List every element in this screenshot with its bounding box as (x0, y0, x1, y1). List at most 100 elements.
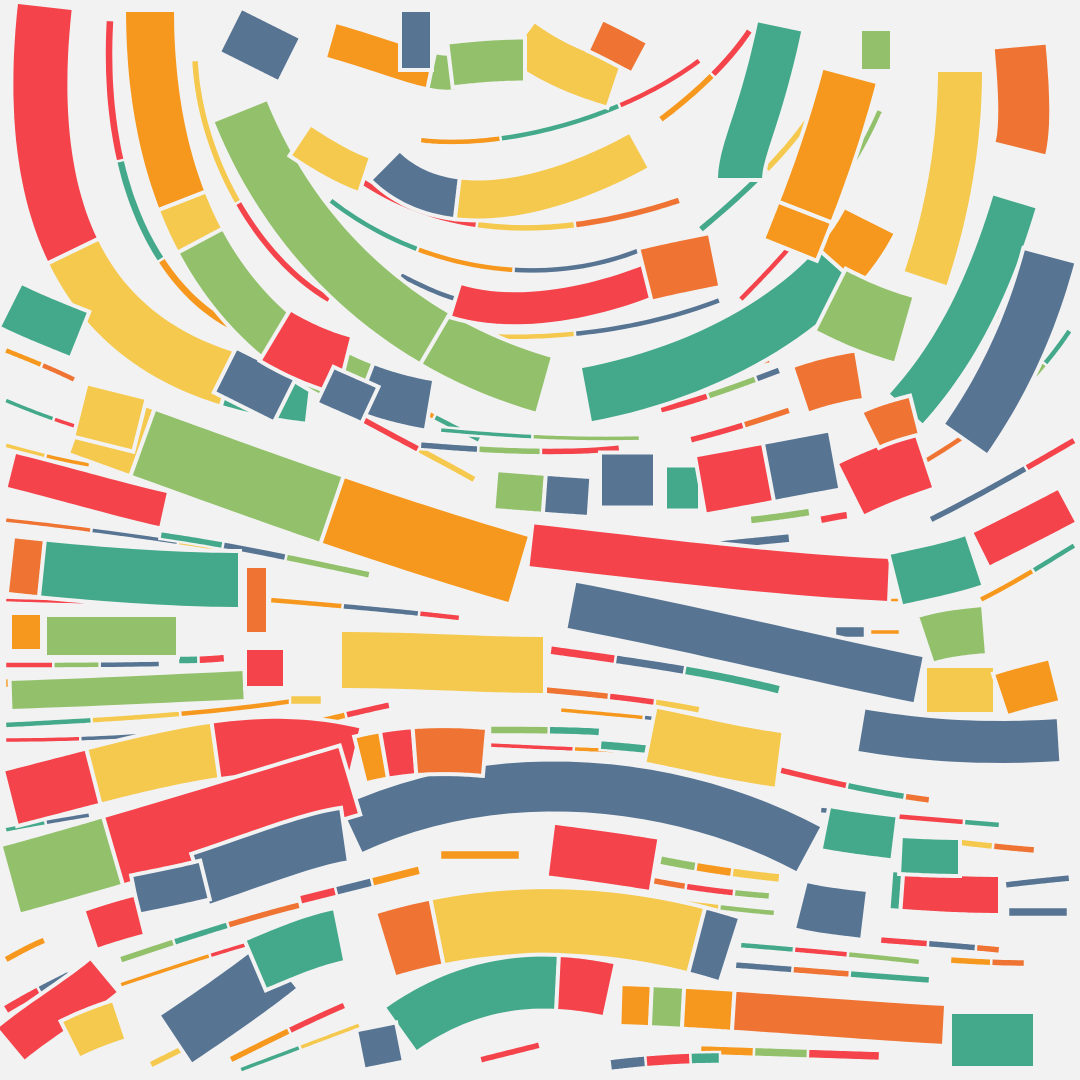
thin-stripe-63 (748, 506, 813, 526)
thin-stripe-67-segment-1 (868, 627, 902, 637)
color-band-32-segment-3 (685, 905, 743, 985)
color-band-51-segment-1 (914, 602, 990, 667)
thin-stripe-65-segment-1 (817, 509, 851, 526)
color-band-37 (241, 905, 348, 993)
thin-stripe-52 (438, 848, 522, 862)
color-band-30 (188, 805, 352, 909)
color-band-72-segment-1 (8, 611, 44, 653)
color-band-65-segment-1 (216, 4, 304, 86)
color-band-34 (617, 982, 949, 1049)
thin-stripe-26 (543, 684, 703, 716)
color-band-58-segment-1 (635, 230, 723, 305)
thin-stripe-41 (733, 959, 932, 986)
thin-stripe-25-segment-3 (682, 663, 783, 697)
color-band-45 (897, 833, 962, 878)
color-band-28-segment-2 (377, 725, 419, 781)
thin-stripe-63-segment-1 (748, 506, 813, 526)
thin-stripe-6-segment-3 (616, 55, 704, 111)
thin-stripe-49 (117, 899, 303, 966)
thin-stripe-47 (237, 1020, 363, 1075)
thin-stripe-43-segment-3 (806, 1047, 882, 1063)
color-band-59-segment-1 (491, 468, 548, 516)
thin-stripe-44-segment-2 (643, 1051, 693, 1069)
thin-stripe-44 (607, 1050, 722, 1073)
color-band-27-segment-1 (335, 757, 826, 877)
color-band-46-segment-1 (598, 450, 657, 510)
color-band-20-segment-1 (2, 449, 172, 531)
color-band-60-segment-1 (0, 279, 92, 361)
color-band-29 (0, 743, 363, 918)
thin-stripe-59-segment-2 (531, 432, 642, 443)
thin-stripe-21 (3, 695, 302, 730)
thin-stripe-58 (418, 439, 622, 457)
color-band-70 (243, 564, 270, 636)
color-band-10 (884, 190, 1041, 429)
thin-stripe-56-segment-2 (415, 444, 479, 486)
thin-stripe-47-segment-2 (297, 1020, 363, 1052)
thin-stripe-5-segment-3 (573, 194, 683, 230)
thin-stripe-44-segment-3 (689, 1050, 722, 1066)
thin-stripe-60 (657, 364, 784, 416)
color-band-33-segment-2 (554, 952, 619, 1020)
color-band-67 (445, 35, 527, 90)
color-band-18 (562, 578, 928, 707)
color-band-39-segment-1 (57, 997, 130, 1062)
color-band-14-segment-1 (286, 121, 374, 196)
color-band-52 (923, 664, 997, 716)
color-band-48 (692, 428, 843, 517)
thin-stripe-40-segment-3 (846, 949, 922, 967)
color-band-3 (209, 96, 556, 417)
thin-stripe-38 (1006, 905, 1070, 919)
color-band-31 (544, 820, 662, 895)
color-band-54-segment-1 (968, 484, 1080, 571)
thin-stripe-59 (438, 425, 642, 443)
color-band-27 (335, 757, 826, 877)
color-band-69 (858, 27, 894, 73)
thin-stripe-56 (351, 409, 479, 486)
thin-stripe-13-segment-2 (1022, 434, 1079, 474)
color-band-53 (990, 655, 1063, 719)
color-band-68 (584, 16, 651, 77)
thin-stripe-75 (176, 652, 227, 666)
thin-stripe-37-segment-1 (1003, 872, 1072, 891)
color-band-34-segment-1 (617, 982, 654, 1030)
color-band-33 (380, 952, 619, 1056)
color-band-65 (216, 4, 304, 86)
color-band-66 (398, 8, 434, 72)
color-band-57 (811, 266, 918, 367)
thin-stripe-41-segment-3 (848, 968, 932, 986)
color-band-58 (635, 230, 723, 305)
color-band-19-segment-2 (36, 537, 242, 611)
color-band-50 (885, 531, 987, 610)
thin-stripe-32-segment-3 (962, 817, 1002, 830)
thin-stripe-19-segment-2 (52, 660, 101, 670)
color-band-48-segment-2 (760, 428, 843, 505)
color-band-9-segment-1 (899, 68, 987, 291)
thin-stripe-46-segment-2 (285, 999, 349, 1036)
thin-stripe-42-segment-1 (948, 954, 993, 968)
color-band-34-segment-3 (679, 984, 737, 1034)
color-band-42 (791, 878, 871, 942)
color-band-2-segment-4 (352, 360, 437, 433)
thin-stripe-31-segment-3 (902, 790, 932, 806)
color-band-61-segment-1 (70, 380, 150, 455)
color-band-8 (760, 65, 881, 264)
thin-stripe-34 (657, 853, 782, 885)
thin-stripe-44-segment-1 (607, 1053, 648, 1073)
color-band-7 (713, 17, 806, 182)
thin-stripe-45-segment-1 (477, 1039, 543, 1066)
thin-stripe-70 (2, 345, 79, 385)
thin-stripe-51 (297, 863, 423, 907)
thin-stripe-12-segment-3 (1040, 326, 1075, 368)
thin-stripe-31 (777, 764, 932, 806)
color-band-44-segment-1 (818, 803, 900, 863)
thin-stripe-40 (738, 940, 922, 967)
color-band-11 (939, 245, 1080, 459)
color-band-25 (43, 613, 180, 659)
color-band-37-segment-1 (241, 905, 348, 993)
color-band-22 (641, 704, 786, 792)
thin-stripe-35-segment-3 (732, 887, 772, 902)
thin-stripe-74-segment-1 (288, 693, 324, 707)
thin-stripe-19 (3, 659, 162, 670)
